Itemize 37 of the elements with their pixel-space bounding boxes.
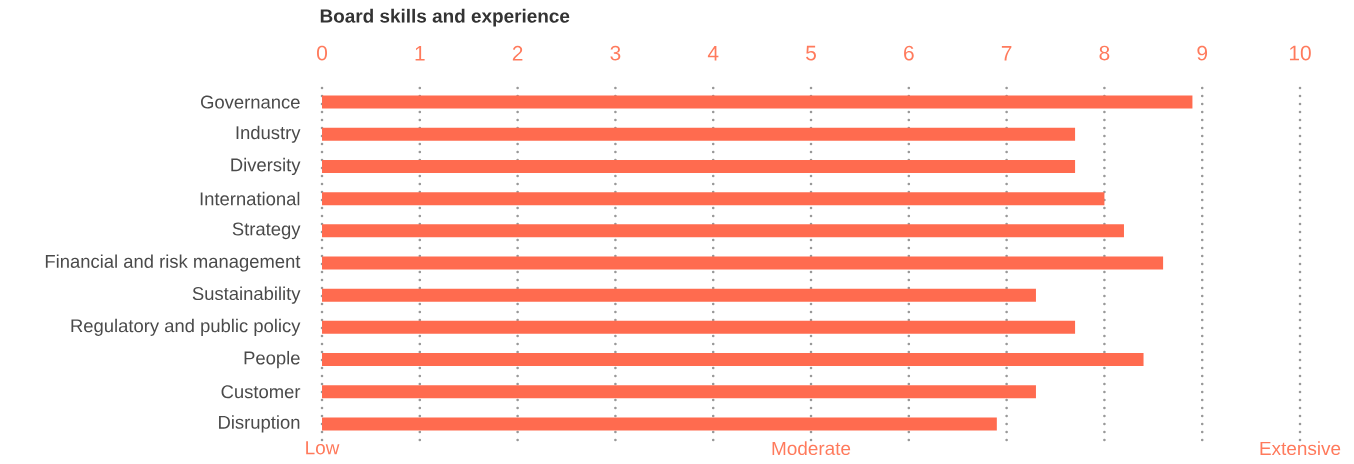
y-tick-label: Financial and risk management (45, 254, 301, 272)
bar (322, 417, 997, 431)
y-tick-label: Sustainability (192, 286, 301, 304)
y-tick-label: People (244, 350, 300, 369)
text: Moderate (772, 441, 851, 456)
x-tick-label: 4 (707, 46, 719, 61)
y-tick-label: Strategy (232, 222, 301, 240)
y-tick-label: Regulatory and public policy (71, 318, 301, 336)
bar (322, 385, 1036, 399)
x-tick-label: 3 (610, 45, 621, 61)
bar (322, 224, 1124, 238)
bar (322, 256, 1164, 270)
bar (322, 288, 1036, 302)
bar (322, 95, 1193, 109)
x-tick-label: 8 (1099, 45, 1110, 61)
y-tick-label: Diversity (231, 157, 301, 176)
bar (322, 320, 1076, 334)
y-tick-label: International (200, 191, 300, 206)
x-tick-label: 0 (317, 45, 328, 61)
x-tick-label: 10 (1289, 45, 1311, 61)
x-tick-label: 5 (806, 45, 816, 61)
text: Extensive (1260, 441, 1341, 456)
text: Low (306, 441, 340, 455)
y-tick-label: Customer (221, 385, 301, 399)
bar (322, 159, 1076, 173)
bar (322, 127, 1076, 141)
bar (322, 192, 1105, 206)
x-tick-label: 6 (904, 45, 914, 61)
y-tick-label: Governance (201, 95, 300, 109)
x-tick-label: 7 (1001, 46, 1012, 61)
x-tick-label: 1 (415, 46, 425, 61)
y-tick-label: Industry (236, 125, 301, 143)
chart-title: Board skills and experience (320, 8, 570, 27)
x-tick-label: 9 (1197, 45, 1208, 61)
y-tick-label: Disruption (219, 415, 300, 433)
x-tick-label: 2 (512, 45, 523, 61)
bar (322, 353, 1144, 367)
